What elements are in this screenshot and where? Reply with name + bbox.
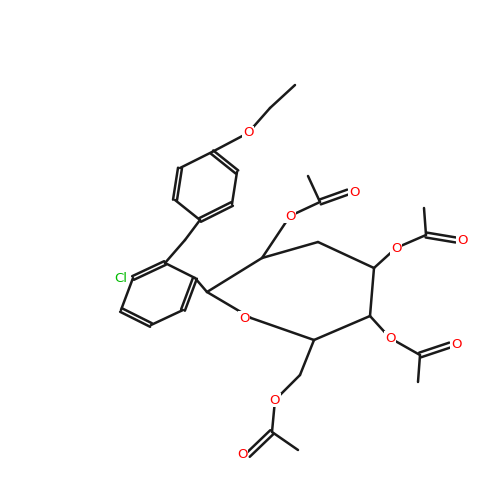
Text: O: O [243, 126, 254, 140]
Text: O: O [349, 186, 359, 198]
Text: O: O [285, 210, 295, 222]
Text: O: O [239, 312, 249, 324]
Text: O: O [270, 394, 280, 406]
Text: O: O [451, 338, 461, 351]
Text: O: O [391, 242, 401, 254]
Text: O: O [237, 448, 247, 462]
Text: Cl: Cl [114, 272, 128, 284]
Text: O: O [457, 234, 467, 246]
Text: O: O [385, 332, 395, 344]
